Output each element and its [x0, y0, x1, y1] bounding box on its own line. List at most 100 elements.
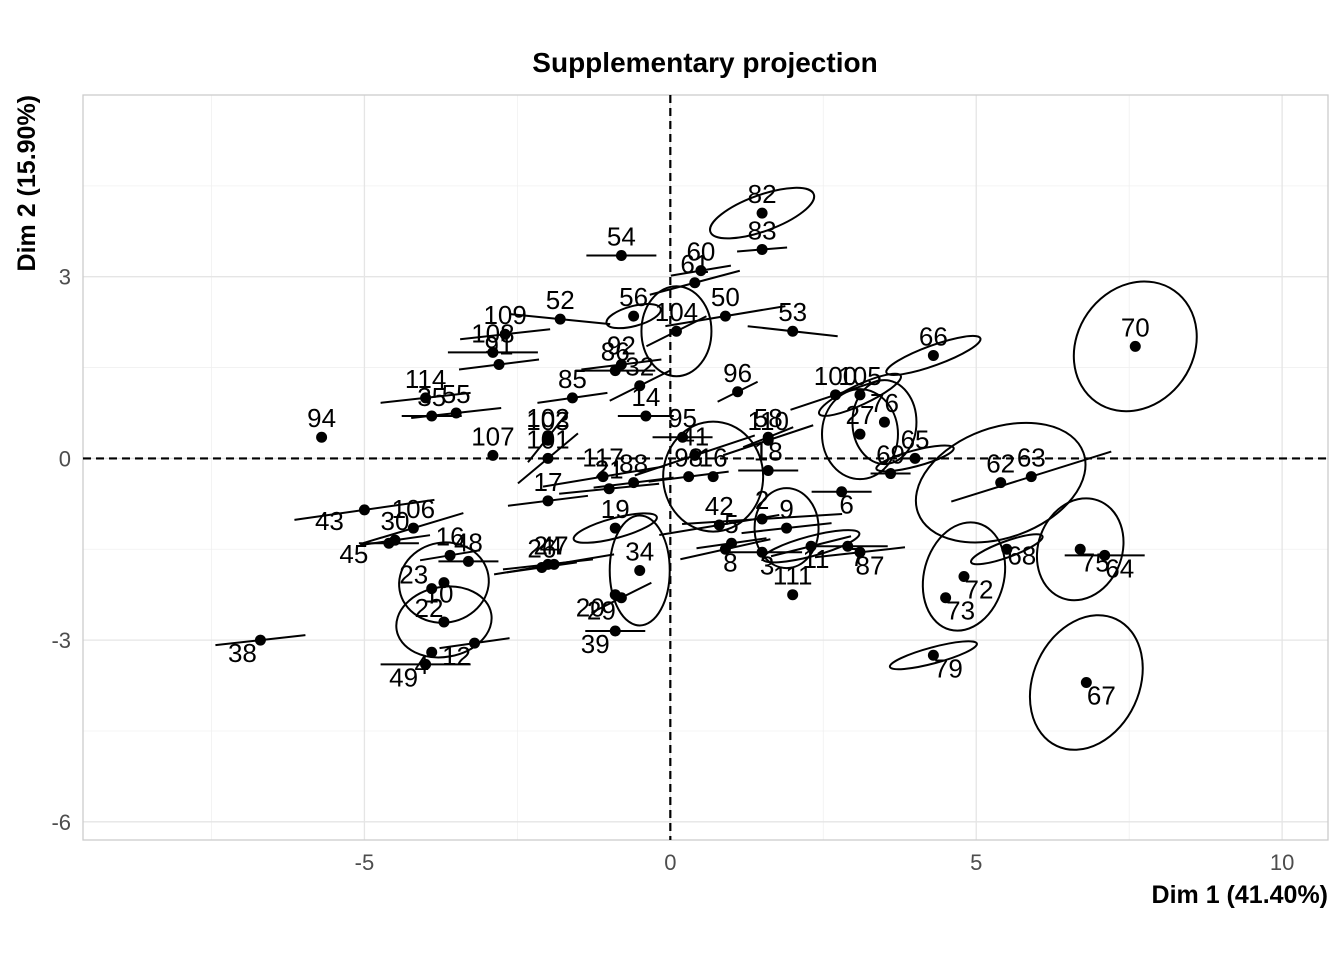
confidence-ellipse-72 — [921, 521, 1007, 632]
data-point-16b — [444, 549, 456, 561]
point-label-76: 76 — [870, 388, 899, 418]
data-point-48 — [462, 555, 474, 567]
point-label-86: 86 — [601, 337, 630, 367]
data-point-106 — [407, 522, 419, 534]
point-label-50: 50 — [711, 282, 740, 312]
x-tick-label: 10 — [1270, 850, 1294, 875]
point-label-58: 58 — [754, 403, 783, 433]
data-point-53 — [787, 325, 799, 337]
data-point-117 — [597, 471, 609, 483]
point-label-34: 34 — [625, 536, 654, 566]
confidence-ellipse-10 — [398, 541, 490, 624]
grid — [83, 95, 1328, 840]
point-label-117: 117 — [582, 443, 623, 473]
confidence-ellipse-27 — [820, 388, 899, 481]
y-tick-label: 0 — [59, 446, 71, 471]
data-point-35 — [426, 410, 438, 422]
point-label-11: 11 — [803, 544, 830, 574]
data-point-38 — [254, 634, 266, 646]
data-point-50 — [719, 310, 731, 322]
confidence-ellipse-66 — [885, 334, 982, 376]
data-point-72 — [958, 571, 970, 583]
point-label-82: 82 — [748, 179, 777, 209]
point-label-63: 63 — [1017, 443, 1046, 473]
point-label-101: 101 — [526, 424, 569, 454]
data-point-22 — [438, 616, 450, 628]
data-point-104 — [670, 325, 682, 337]
chart-title: Supplementary projection — [532, 47, 877, 78]
point-label-73: 73 — [946, 596, 975, 626]
point-label-65: 65 — [901, 424, 930, 454]
point-label-49: 49 — [389, 662, 418, 692]
point-label-41: 41 — [680, 421, 709, 451]
point-label-111: 111 — [773, 561, 813, 591]
point-label-83: 83 — [748, 215, 777, 245]
data-point-18 — [762, 465, 774, 477]
data-point-27 — [854, 428, 866, 440]
point-label-104: 104 — [655, 297, 698, 327]
data-point-82 — [756, 207, 768, 219]
point-label-68: 68 — [1007, 540, 1036, 570]
confidence-ellipse-67 — [1028, 614, 1144, 751]
data-point-7 — [842, 540, 854, 552]
data-point-3 — [756, 546, 768, 558]
data-point-32 — [634, 380, 646, 392]
confidence-ellipses — [215, 186, 1198, 751]
point-label-10: 10 — [424, 579, 453, 609]
data-point-42 — [713, 519, 725, 531]
data-point-23 — [426, 583, 438, 595]
data-point-92 — [615, 359, 627, 371]
y-tick-label: -6 — [51, 810, 71, 835]
point-label-23: 23 — [399, 560, 428, 590]
confidence-ellipse-22 — [395, 585, 493, 659]
point-label-102: 102 — [526, 403, 569, 433]
data-point-52 — [554, 313, 566, 325]
point-label-26: 26 — [527, 533, 556, 563]
confidence-ellipse-79 — [888, 640, 978, 671]
point-label-105: 105 — [838, 361, 881, 391]
point-label-61: 61 — [680, 249, 709, 279]
x-axis-title: Dim 1 (41.40%) — [1152, 881, 1328, 909]
point-label-9: 9 — [779, 494, 793, 524]
data-point-107 — [487, 449, 499, 461]
point-label-114: 114 — [405, 364, 446, 394]
point-label-108: 108 — [471, 318, 514, 348]
plot-panel-border — [82, 94, 1329, 841]
data-point-67 — [1080, 677, 1092, 689]
data-point-34 — [634, 564, 646, 576]
point-label-88: 88 — [619, 449, 648, 479]
data-point-110 — [762, 434, 774, 446]
data-point-10 — [438, 577, 450, 589]
point-label-35: 35 — [417, 382, 446, 412]
point-label-43: 43 — [315, 506, 344, 536]
data-point-105 — [854, 389, 866, 401]
data-points — [254, 207, 1141, 689]
point-label-22: 22 — [414, 593, 443, 623]
point-label-24: 24 — [534, 530, 563, 560]
confidence-ellipse-105 — [817, 372, 902, 417]
point-label-109: 109 — [483, 300, 526, 330]
point-label-110: 110 — [747, 406, 788, 436]
point-label-16: 16 — [699, 443, 728, 473]
confidence-ellipse-82 — [709, 186, 816, 240]
y-tick-label: 3 — [59, 265, 71, 290]
data-point-85 — [566, 392, 578, 404]
confidence-ellipse-9 — [753, 487, 820, 570]
point-label-19: 19 — [601, 494, 630, 524]
data-point-17 — [542, 495, 554, 507]
point-label-62: 62 — [986, 449, 1015, 479]
data-point-98 — [683, 471, 695, 483]
point-label-70: 70 — [1121, 312, 1150, 342]
confidence-ellipse-75 — [1035, 497, 1125, 602]
data-point-87 — [854, 546, 866, 558]
data-point-21 — [603, 483, 615, 495]
confidence-ellipse-16 — [662, 420, 765, 533]
data-point-16 — [707, 471, 719, 483]
data-point-95 — [677, 431, 689, 443]
point-label-17: 17 — [534, 467, 563, 497]
data-point-54 — [615, 250, 627, 262]
confidence-ellipse-62 — [914, 421, 1087, 544]
confidence-ellipse-104 — [640, 285, 713, 378]
